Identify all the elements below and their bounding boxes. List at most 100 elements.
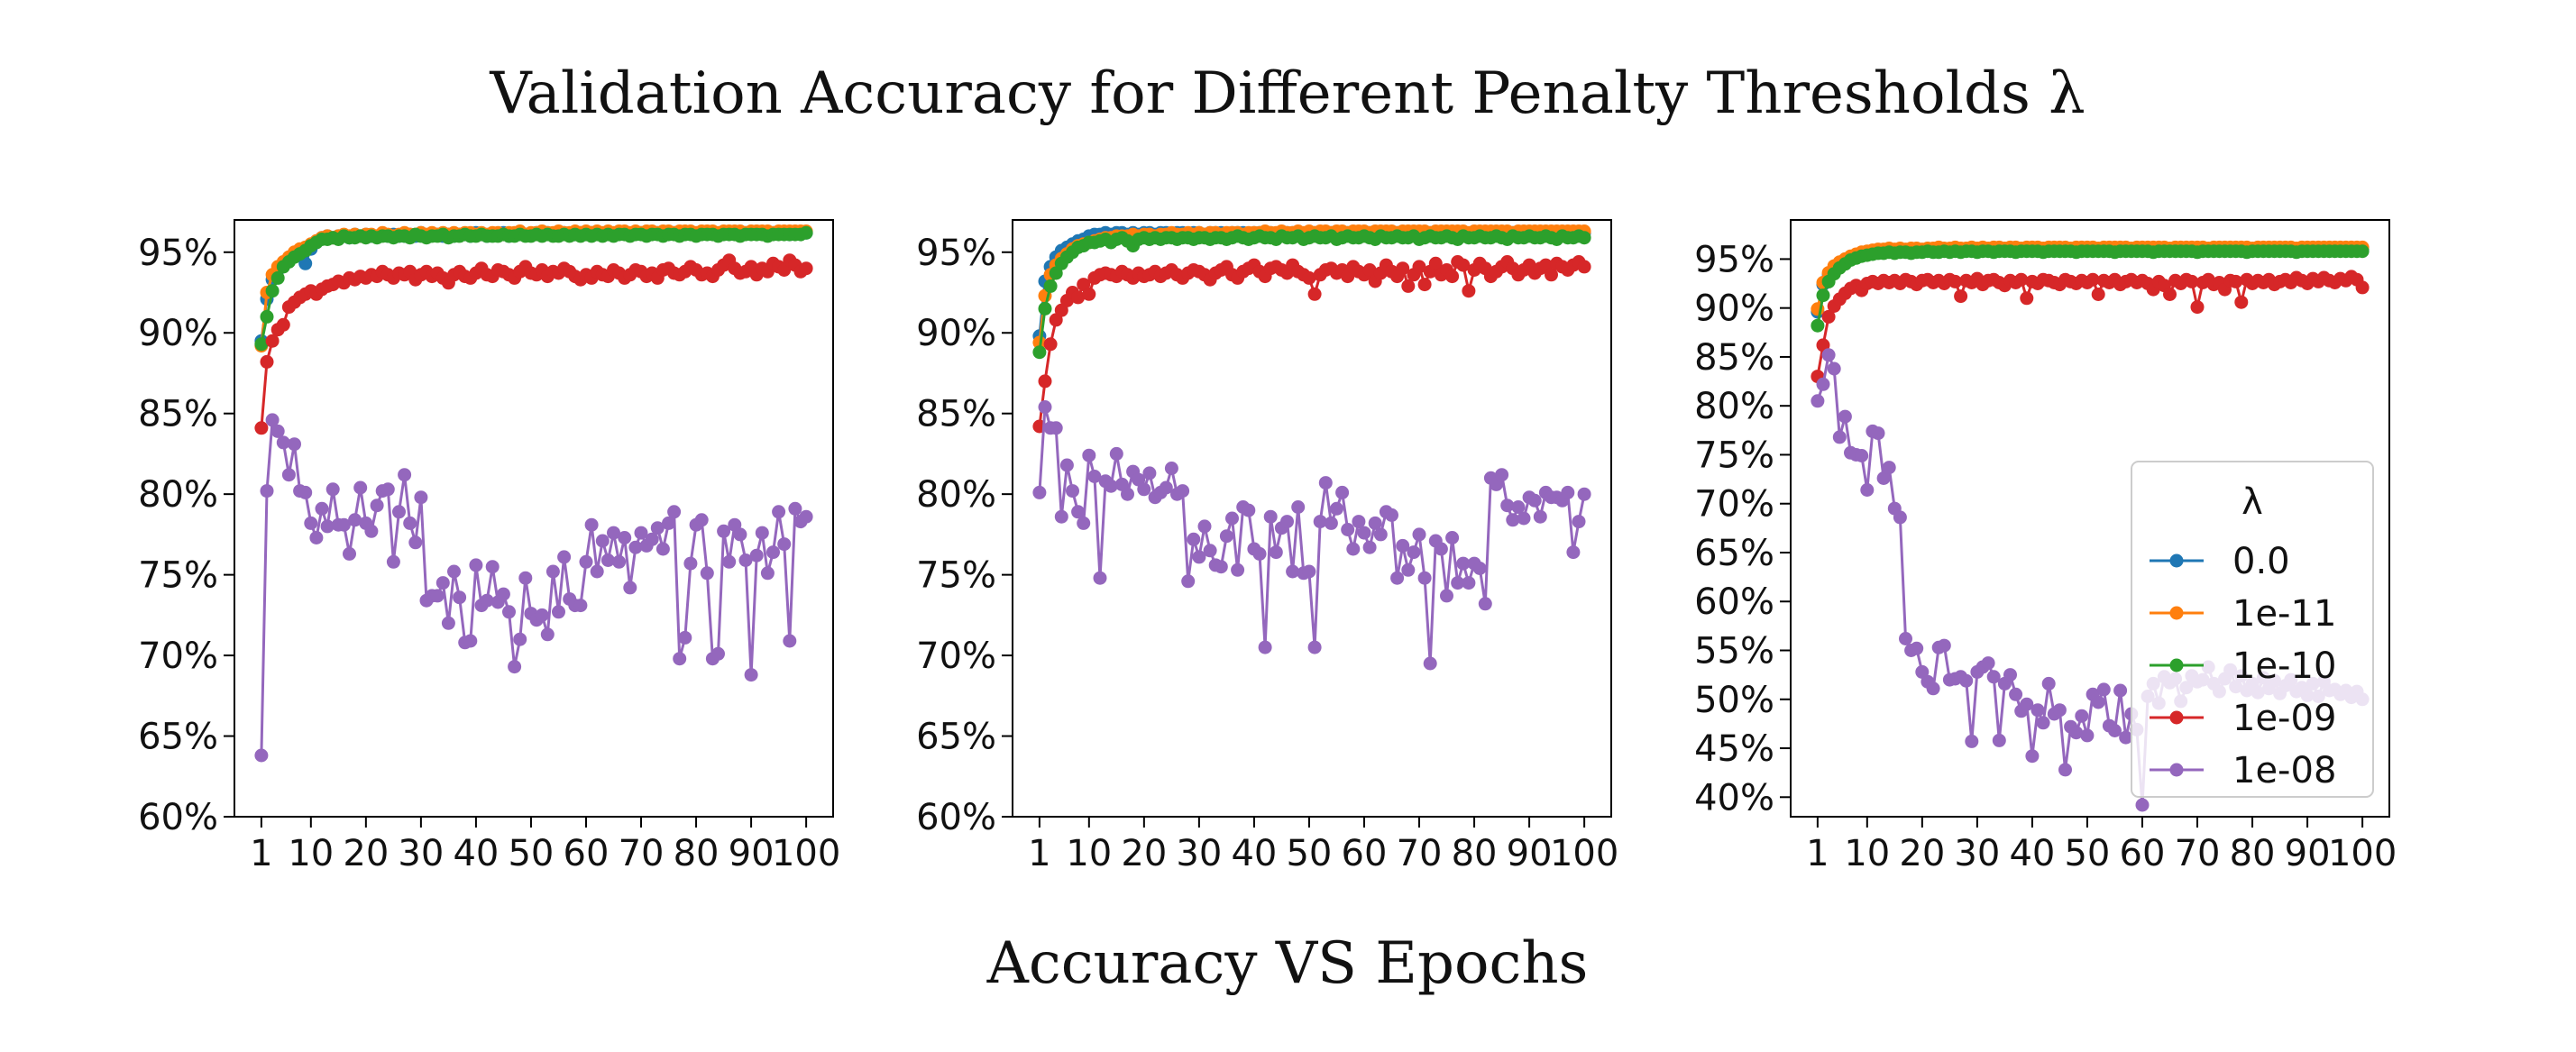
panel-2: 60% 65% 70% 75% 80% 85% 90% 95% 1 10 20 30 40 50 60 70 8…: [916, 219, 1618, 874]
data-point: [2234, 295, 2249, 309]
data-point: [1352, 515, 1366, 529]
y-tick-label: 65%: [916, 717, 996, 758]
data-point: [1506, 513, 1520, 527]
data-point: [1330, 501, 1343, 516]
data-point: [430, 589, 445, 603]
data-point: [733, 527, 747, 542]
series-1e-08: [254, 413, 813, 763]
legend-entry-0.0[interactable]: 0.0: [2150, 541, 2290, 582]
data-point: [2009, 687, 2023, 701]
legend-swatch-marker: [2169, 658, 2184, 672]
data-point: [1269, 545, 1283, 560]
data-point: [545, 564, 560, 579]
data-point: [1054, 509, 1068, 524]
x-tick-label: 60: [1342, 833, 1388, 874]
data-point: [700, 566, 714, 581]
data-point: [1412, 260, 1426, 274]
y-tick-label: 45%: [1694, 728, 1774, 770]
data-point: [2025, 749, 2040, 764]
legend-entry-1e-09[interactable]: 1e-09: [2150, 698, 2336, 739]
data-point: [386, 554, 400, 569]
data-point: [1258, 640, 1272, 654]
data-point: [1816, 377, 1830, 391]
data-point: [2041, 676, 2056, 691]
data-point: [1527, 493, 1542, 508]
data-point: [2003, 668, 2017, 682]
data-point: [1137, 482, 1151, 497]
legend-entry-1e-11[interactable]: 1e-11: [2150, 593, 2336, 635]
data-point: [469, 558, 483, 572]
data-point: [1511, 500, 1526, 514]
data-point: [788, 501, 802, 516]
data-point: [628, 540, 643, 554]
data-point: [1362, 263, 1377, 277]
data-point: [1577, 487, 1591, 501]
data-point: [1242, 503, 1256, 517]
data-point: [2229, 274, 2243, 288]
series-1e-09: [254, 253, 813, 435]
data-point: [1899, 632, 1912, 645]
data-point: [288, 437, 301, 452]
figure-title: Validation Accuracy for Different Penalt…: [489, 60, 2085, 127]
data-point: [1981, 656, 1995, 671]
data-point: [398, 468, 412, 482]
data-point: [645, 532, 659, 546]
data-point: [799, 509, 813, 524]
y-tick-label: 85%: [138, 394, 218, 435]
data-point: [600, 553, 615, 567]
data-point: [1087, 470, 1102, 483]
y-tick-label: 70%: [1694, 484, 1774, 526]
legend-title: λ: [2241, 481, 2263, 523]
legend-entry-1e-08[interactable]: 1e-08: [2150, 750, 2336, 791]
data-point: [2080, 728, 2095, 743]
y-tick-label: 75%: [138, 555, 218, 597]
data-point: [552, 605, 565, 619]
data-point: [1214, 560, 1228, 574]
data-point: [1396, 538, 1410, 553]
data-point: [595, 534, 610, 548]
x-tick-label: 100: [772, 833, 840, 874]
legend-swatch-marker: [2169, 606, 2184, 620]
x-tick-label: 90: [1507, 833, 1553, 874]
y-tick-label: 90%: [1694, 288, 1774, 330]
data-point: [1187, 532, 1201, 546]
data-point: [502, 605, 516, 619]
data-point: [584, 517, 599, 532]
data-point: [1816, 338, 1830, 352]
data-point: [1307, 287, 1322, 301]
legend-swatch-marker: [2169, 763, 2184, 777]
y-tick-label: 95%: [1694, 239, 1774, 280]
data-point: [447, 564, 461, 579]
data-point: [755, 526, 769, 540]
data-point: [1821, 309, 1836, 324]
x-tick-label: 90: [2285, 833, 2331, 874]
data-point: [1959, 673, 1974, 688]
data-point: [1093, 571, 1107, 585]
data-point: [799, 261, 813, 276]
data-point: [1495, 468, 1509, 482]
x-tick-label: 10: [1844, 833, 1890, 874]
data-point: [270, 424, 285, 438]
data-point: [2052, 703, 2067, 718]
data-point: [623, 581, 637, 595]
data-point: [1396, 261, 1410, 276]
data-point: [1038, 400, 1052, 414]
y-tick-label: 65%: [1694, 533, 1774, 574]
data-point: [1302, 270, 1316, 285]
data-point: [513, 632, 527, 646]
x-tick-label: 60: [564, 833, 610, 874]
data-point: [2091, 695, 2105, 709]
legend-entry-1e-10[interactable]: 1e-10: [2150, 645, 2336, 687]
data-point: [2096, 682, 2111, 697]
data-point: [1838, 409, 1852, 424]
legend[interactable]: λ 0.0 1e-11 1e-10 1e-09 1e-08: [2131, 461, 2374, 798]
data-point: [1043, 337, 1058, 352]
data-point: [777, 537, 792, 552]
legend-label: 1e-09: [2232, 698, 2336, 739]
data-point: [2036, 716, 2050, 730]
data-point: [336, 517, 351, 532]
data-point: [1954, 289, 1968, 304]
data-point: [678, 630, 692, 645]
data-point: [1192, 550, 1206, 564]
